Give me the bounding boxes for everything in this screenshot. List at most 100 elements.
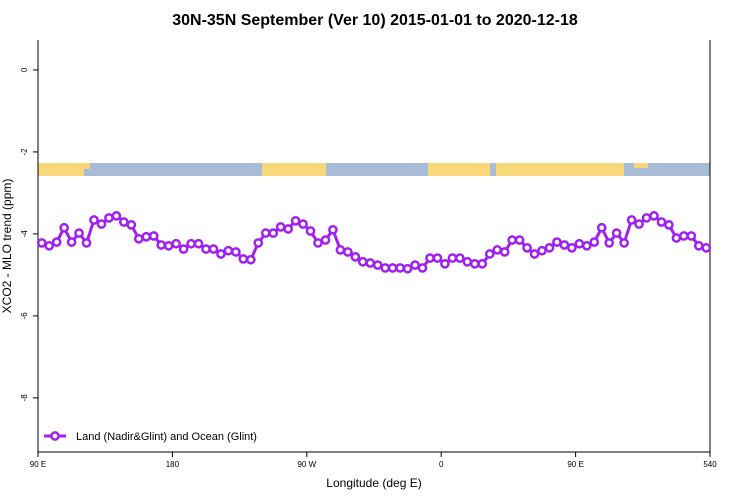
data-point <box>111 211 122 221</box>
data-point <box>529 249 540 259</box>
data-point <box>619 238 629 248</box>
x-tick-label: 180 <box>166 460 180 469</box>
data-point <box>432 253 443 263</box>
data-point <box>141 231 152 242</box>
data-point <box>59 222 69 233</box>
x-axis-label: Longitude (deg E) <box>326 476 421 490</box>
data-point <box>499 247 510 257</box>
data-point <box>357 256 368 267</box>
data-point <box>537 245 547 256</box>
data-point <box>410 260 420 270</box>
y-tick-label: 0 <box>20 67 29 72</box>
data-point <box>477 258 488 269</box>
data-point <box>469 258 480 269</box>
y-tick-label: -4 <box>20 230 29 238</box>
data-point <box>372 260 383 270</box>
data-point <box>51 237 62 247</box>
x-tick-label: 0 <box>439 460 444 469</box>
data-point <box>552 237 562 247</box>
data-point <box>574 238 585 249</box>
y-tick-label: -8 <box>20 394 29 402</box>
data-point <box>216 249 226 259</box>
data-point <box>679 231 689 241</box>
legend-label: Land (Nadir&Glint) and Ocean (Glint) <box>76 431 257 443</box>
data-point <box>328 224 338 235</box>
data-point <box>380 263 391 273</box>
legend-marker <box>50 431 60 441</box>
data-point <box>589 237 600 247</box>
data-point <box>283 224 293 234</box>
y-axis-label: XCO2 - MLO trend (ppm) <box>0 179 14 314</box>
y-tick-label: -6 <box>20 312 29 320</box>
data-point <box>193 238 204 249</box>
data-point <box>104 213 114 223</box>
data-point <box>484 249 495 259</box>
chart-title: 30N-35N September (Ver 10) 2015-01-01 to… <box>172 12 578 29</box>
data-point <box>440 258 450 269</box>
data-point <box>208 244 219 254</box>
x-tick-label: 540 <box>703 460 717 469</box>
data-point <box>514 235 525 245</box>
data-point <box>641 213 652 223</box>
data-point <box>567 242 577 253</box>
data-point <box>66 237 77 247</box>
data-point <box>402 263 413 274</box>
data-point <box>701 242 712 253</box>
data-point <box>417 263 428 273</box>
data-point <box>44 240 55 251</box>
data-point <box>238 254 249 264</box>
data-point <box>492 245 503 255</box>
data-point <box>126 220 137 230</box>
data-point <box>455 253 465 263</box>
land-ocean-strip <box>38 163 710 176</box>
data-point <box>447 253 458 263</box>
data-point <box>156 240 167 250</box>
data-point <box>425 253 435 263</box>
data-point <box>231 247 241 257</box>
data-point <box>462 256 473 267</box>
data-point <box>664 220 674 230</box>
y-tick-label: -2 <box>20 148 29 156</box>
x-tick-label: 90 W <box>297 460 316 469</box>
data-point <box>133 233 144 244</box>
data-point <box>596 222 607 233</box>
data-point <box>148 231 159 241</box>
data-point <box>671 233 682 243</box>
data-point <box>36 238 47 248</box>
data-point <box>186 238 196 249</box>
data-point <box>96 219 107 229</box>
data-point <box>649 211 659 221</box>
data-point <box>626 215 637 225</box>
data-point <box>335 245 346 255</box>
data-point <box>313 238 323 248</box>
data-point <box>298 219 308 229</box>
data-point <box>350 252 361 262</box>
data-point <box>275 222 286 232</box>
data-point <box>119 217 129 227</box>
data-point <box>656 217 667 227</box>
data-point <box>268 228 279 238</box>
data-point <box>634 219 644 229</box>
data-point <box>171 238 181 249</box>
data-point <box>604 238 615 248</box>
data-point <box>89 215 99 225</box>
data-point <box>522 242 532 253</box>
data-point <box>223 245 234 256</box>
data-point <box>544 242 555 253</box>
data-point <box>74 228 84 238</box>
data-point <box>253 238 264 248</box>
data-point <box>178 244 189 254</box>
data-point <box>305 226 316 236</box>
data-point <box>387 263 398 273</box>
data-point <box>320 235 331 245</box>
data-point <box>81 238 92 248</box>
data-point <box>290 215 301 226</box>
data-point <box>260 228 271 238</box>
data-point <box>365 258 376 268</box>
data-point <box>245 254 256 265</box>
data-point <box>693 240 704 251</box>
x-tick-label: 90 E <box>30 460 46 469</box>
data-point <box>559 240 570 250</box>
data-point <box>686 231 697 241</box>
